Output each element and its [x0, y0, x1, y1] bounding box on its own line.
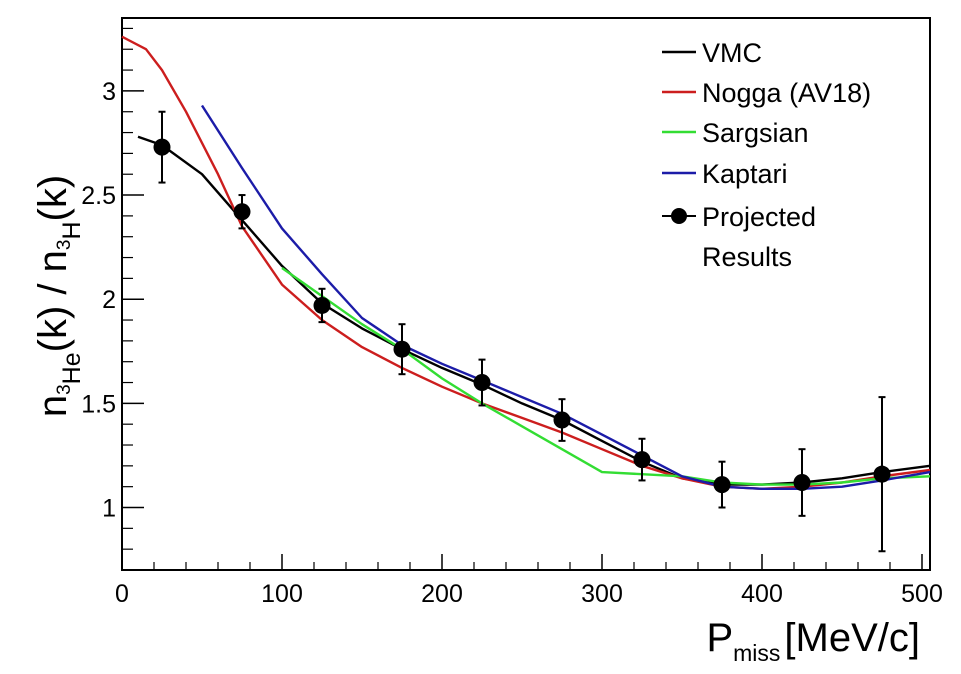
- y-axis-title-sub-2: H: [58, 221, 86, 239]
- data-point: [713, 476, 731, 494]
- data-point: [393, 340, 411, 358]
- data-point: [153, 138, 171, 156]
- y-axis-title-part-2: (k) / n: [31, 250, 75, 352]
- points-layer: [153, 110, 891, 553]
- legend-label-sargsian: Sargsian: [702, 118, 809, 148]
- x-tick-label: 300: [581, 580, 623, 608]
- data-point: [313, 296, 331, 314]
- plot-frame: [121, 17, 931, 571]
- legend-label-projected-results-line-1: Projected: [702, 202, 816, 232]
- x-tick-label: 0: [115, 580, 129, 608]
- data-point: [793, 474, 811, 492]
- series-line-vmc: [137, 135, 931, 486]
- data-point: [873, 465, 891, 483]
- series-line-kaptari: [200, 104, 931, 490]
- legend-label-vmc: VMC: [702, 38, 762, 68]
- legend-label-projected-results-line-2: Results: [702, 242, 792, 272]
- series-line-sargsian: [281, 267, 931, 486]
- y-axis: 1 1.5 2 2.5 3: [81, 27, 144, 550]
- legend: VMC Nogga (AV18) Sargsian Kaptari Projected R…: [662, 38, 871, 272]
- y-tick-label: 3: [102, 78, 116, 106]
- x-tick-label: 100: [261, 580, 303, 608]
- legend-label-kaptari: Kaptari: [702, 159, 788, 189]
- legend-label-nogga-av18: Nogga (AV18): [702, 78, 871, 108]
- x-axis-title-main: P: [706, 616, 733, 660]
- y-tick-label: 1: [102, 495, 116, 523]
- legend-swatch-projected-results-marker: [671, 208, 687, 224]
- y-axis-title: n3He(k) / n3H(k): [31, 175, 86, 417]
- y-tick-label: 1.5: [81, 390, 116, 418]
- x-axis: 0 100 200 300 400 500: [115, 554, 943, 608]
- x-tick-label: 500: [901, 580, 943, 608]
- y-tick-label: 2: [102, 286, 116, 314]
- y-axis-title-sup-1: 3: [54, 384, 75, 395]
- x-axis-title-unit: [MeV/c]: [784, 616, 920, 660]
- data-point: [553, 411, 571, 429]
- y-tick-label: 2.5: [81, 182, 116, 210]
- x-tick-label: 400: [741, 580, 783, 608]
- y-axis-title-sup-2: 3: [54, 240, 75, 251]
- y-axis-title-sub-1: He: [58, 352, 86, 384]
- y-axis-title-part-3: (k): [31, 175, 75, 222]
- data-point: [233, 203, 251, 221]
- x-axis-title: Pmiss [MeV/c]: [706, 616, 920, 666]
- x-tick-label: 200: [421, 580, 463, 608]
- data-point: [473, 374, 491, 392]
- y-axis-title-part-1: n: [31, 395, 75, 417]
- x-axis-title-subscript: miss: [733, 640, 780, 666]
- data-point: [633, 451, 651, 469]
